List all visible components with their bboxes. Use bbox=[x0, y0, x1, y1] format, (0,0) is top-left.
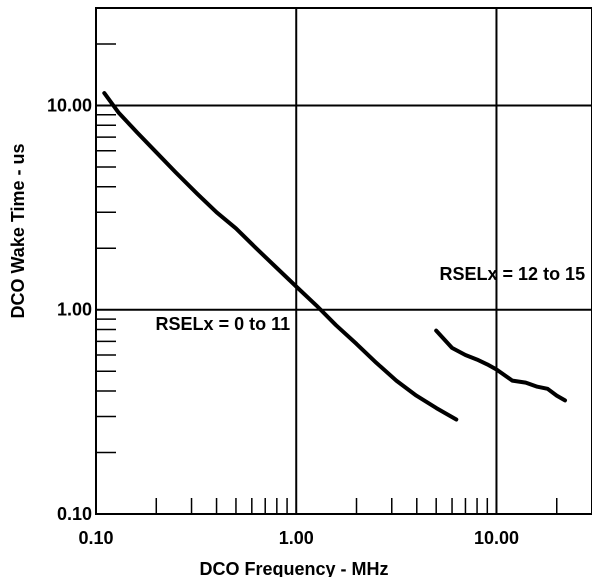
ticks-layer bbox=[96, 43, 558, 514]
series-line-2 bbox=[434, 328, 567, 403]
x-tick-label: 10.00 bbox=[474, 528, 519, 548]
x-axis-title: DCO Frequency - MHz bbox=[199, 559, 388, 577]
x-tick-label: 1.00 bbox=[279, 528, 314, 548]
series-layer bbox=[102, 91, 567, 422]
annotation-1: RSELx = 0 to 11 bbox=[156, 314, 291, 334]
series-line-1 bbox=[102, 91, 459, 422]
y-tick-label: 10.00 bbox=[47, 95, 92, 115]
y-tick-label: 0.10 bbox=[57, 504, 92, 524]
plot-frame bbox=[95, 7, 592, 515]
grid-layer bbox=[96, 8, 592, 514]
annotation-2: RSELx = 12 to 15 bbox=[440, 264, 586, 284]
labels-layer: 0.10 1.00 10.00 0.10 1.00 10.00 RSELx = 0 to 1… bbox=[47, 95, 585, 548]
x-tick-label: 0.10 bbox=[78, 528, 113, 548]
y-axis-title: DCO Wake Time - us bbox=[8, 143, 28, 318]
y-tick-label: 1.00 bbox=[57, 300, 92, 320]
